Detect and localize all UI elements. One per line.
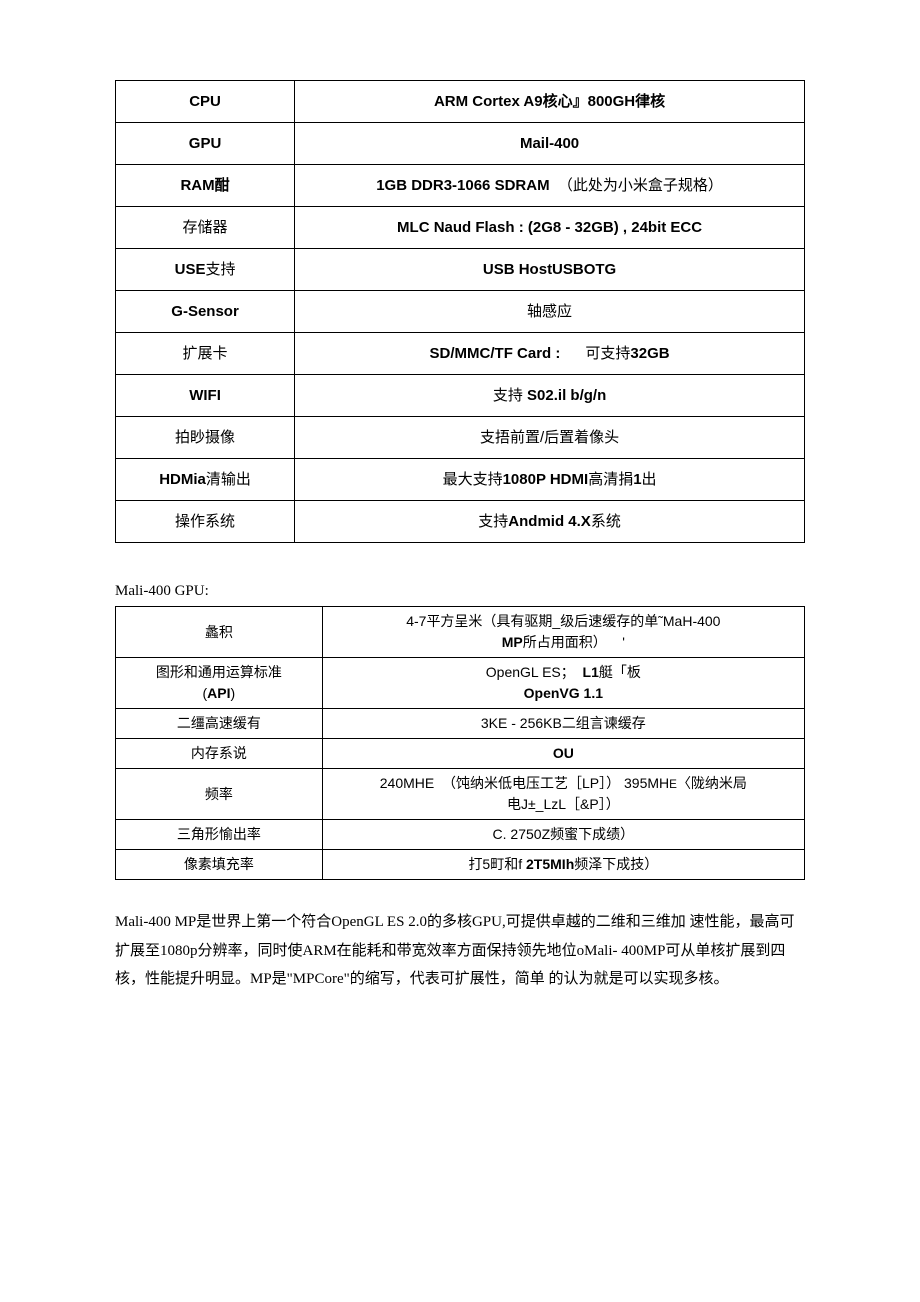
spec-label-cell: 拍眇摄像	[116, 417, 295, 459]
table-row: 蠡积4-7平方呈米（具有驱期_级后速缓存的单˜MaH-400MP所占用面积） '	[116, 607, 805, 658]
spec-label-cell: HDMia清输出	[116, 459, 295, 501]
spec-value-cell: 支持 S02.il b/g/n	[295, 375, 805, 417]
gpu-table: 蠡积4-7平方呈米（具有驱期_级后速缓存的单˜MaH-400MP所占用面积） '…	[115, 606, 805, 880]
table-row: 扩展卡SD/MMC/TF Card : 可支持32GB	[116, 333, 805, 375]
table-row: 拍眇摄像支捂前置/后置着像头	[116, 417, 805, 459]
table-row: HDMia清输出最大支持1080P HDMI高清捐1出	[116, 459, 805, 501]
gpu-value-cell: 240MHE （饨纳米低电压工艺［LP］） 395MHE〈陇纳米局电J±_LzL…	[322, 769, 804, 820]
spec-table-body: CPUARM Cortex A9核心』800GH律核GPUMail-400RAM…	[116, 81, 805, 543]
gpu-value-cell: OpenGL ES； L1艇「板OpenVG 1.1	[322, 658, 804, 709]
table-row: 像素填充率打5町和f 2T5MIh频泽下成技）	[116, 850, 805, 880]
document-page: CPUARM Cortex A9核心』800GH律核GPUMail-400RAM…	[0, 0, 920, 1054]
gpu-value-cell: C. 2750Z频蜜下成绩）	[322, 820, 804, 850]
spec-value-cell: 支捂前置/后置着像头	[295, 417, 805, 459]
table-row: 图形和通用运算标准(API)OpenGL ES； L1艇「板OpenVG 1.1	[116, 658, 805, 709]
spec-label-cell: USE支持	[116, 249, 295, 291]
gpu-label-cell: 内存系说	[116, 739, 323, 769]
spec-label-cell: CPU	[116, 81, 295, 123]
table-row: CPUARM Cortex A9核心』800GH律核	[116, 81, 805, 123]
spec-label-cell: 存储器	[116, 207, 295, 249]
spec-value-cell: Mail-400	[295, 123, 805, 165]
table-row: 操作系统支持Andmid 4.X系统	[116, 501, 805, 543]
table-row: 存储器MLC Naud Flash : (2G8 - 32GB) , 24bit…	[116, 207, 805, 249]
spec-label-cell: GPU	[116, 123, 295, 165]
spec-value-cell: MLC Naud Flash : (2G8 - 32GB) , 24bit EC…	[295, 207, 805, 249]
spec-value-cell: 1GB DDR3-1066 SDRAM （此处为小米盒子规格）	[295, 165, 805, 207]
gpu-label-cell: 二缰高速缓有	[116, 709, 323, 739]
spec-value-cell: ARM Cortex A9核心』800GH律核	[295, 81, 805, 123]
gpu-value-cell: OU	[322, 739, 804, 769]
spec-table: CPUARM Cortex A9核心』800GH律核GPUMail-400RAM…	[115, 80, 805, 543]
spec-value-cell: 支持Andmid 4.X系统	[295, 501, 805, 543]
gpu-label-cell: 像素填充率	[116, 850, 323, 880]
spec-label-cell: WIFI	[116, 375, 295, 417]
table-row: G-Sensor轴感应	[116, 291, 805, 333]
table-row: 三角形愉出率C. 2750Z频蜜下成绩）	[116, 820, 805, 850]
spec-label-cell: G-Sensor	[116, 291, 295, 333]
gpu-value-cell: 4-7平方呈米（具有驱期_级后速缓存的单˜MaH-400MP所占用面积） '	[322, 607, 804, 658]
gpu-label-cell: 三角形愉出率	[116, 820, 323, 850]
table-row: USE支持USB HostUSBOTG	[116, 249, 805, 291]
gpu-table-body: 蠡积4-7平方呈米（具有驱期_级后速缓存的单˜MaH-400MP所占用面积） '…	[116, 607, 805, 880]
spec-label-cell: 扩展卡	[116, 333, 295, 375]
table-row: WIFI支持 S02.il b/g/n	[116, 375, 805, 417]
spec-value-cell: 轴感应	[295, 291, 805, 333]
table-row: 内存系说OU	[116, 739, 805, 769]
table-row: RAM酣1GB DDR3-1066 SDRAM （此处为小米盒子规格）	[116, 165, 805, 207]
spec-value-cell: USB HostUSBOTG	[295, 249, 805, 291]
spec-value-cell: 最大支持1080P HDMI高清捐1出	[295, 459, 805, 501]
gpu-value-cell: 3KE - 256KB二组言谏缓存	[322, 709, 804, 739]
gpu-label-cell: 频率	[116, 769, 323, 820]
table-row: 频率240MHE （饨纳米低电压工艺［LP］） 395MHE〈陇纳米局电J±_L…	[116, 769, 805, 820]
gpu-label-cell: 蠡积	[116, 607, 323, 658]
table-row: GPUMail-400	[116, 123, 805, 165]
spec-value-cell: SD/MMC/TF Card : 可支持32GB	[295, 333, 805, 375]
gpu-value-cell: 打5町和f 2T5MIh频泽下成技）	[322, 850, 804, 880]
table-row: 二缰高速缓有3KE - 256KB二组言谏缓存	[116, 709, 805, 739]
gpu-section-header: Mali-400 GPU:	[115, 583, 805, 600]
gpu-label-cell: 图形和通用运算标准(API)	[116, 658, 323, 709]
spec-label-cell: 操作系统	[116, 501, 295, 543]
description-paragraph: Mali-400 MP是世界上第一个符合OpenGL ES 2.0的多核GPU,…	[115, 908, 805, 994]
spec-label-cell: RAM酣	[116, 165, 295, 207]
